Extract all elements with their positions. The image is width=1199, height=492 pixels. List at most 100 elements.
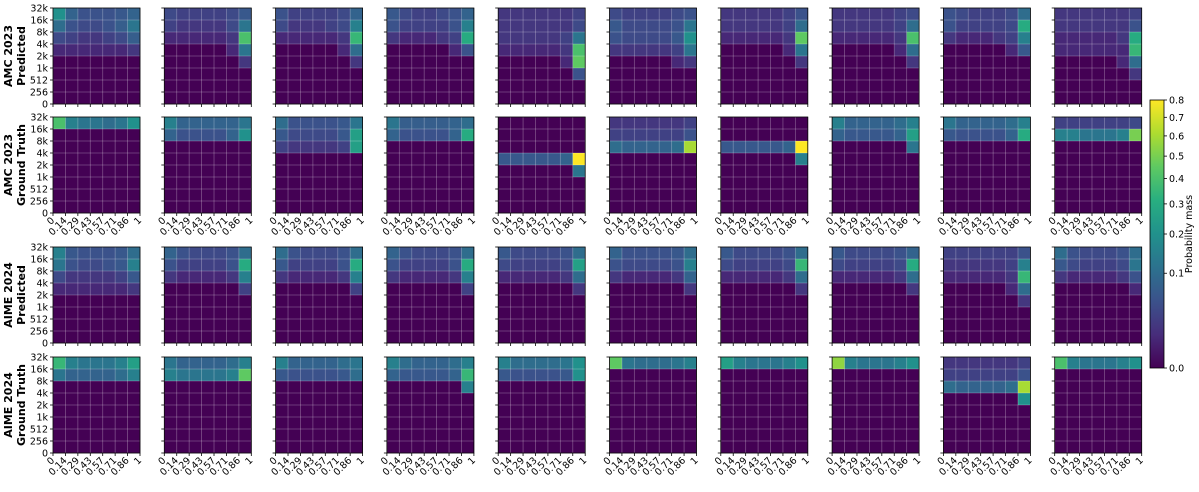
panel-frame (1054, 7, 1143, 105)
heat-cell (90, 141, 104, 154)
y-tick-label: 32k (30, 4, 48, 15)
y-tick-label: 32k (30, 243, 48, 254)
heat-cell (869, 369, 883, 382)
heat-cell (621, 141, 635, 154)
heat-cell (350, 369, 363, 382)
heat-cell (955, 441, 969, 454)
heat-cell (1079, 319, 1093, 332)
heat-cell (844, 80, 858, 93)
heat-cell (424, 177, 437, 190)
heat-cell (1091, 331, 1105, 344)
panel-frame (497, 116, 586, 214)
heat-cell (275, 20, 289, 33)
heat-cell (906, 32, 920, 45)
heat-cell (720, 405, 734, 418)
heat-cell (386, 68, 400, 81)
heat-cell (621, 8, 635, 21)
heat-cell (189, 259, 202, 272)
heat-cell (869, 441, 883, 454)
heat-cell (226, 441, 240, 454)
heat-cell (955, 357, 969, 370)
heat-cell (1091, 369, 1105, 382)
heat-cell (782, 357, 796, 370)
heat-cell (770, 56, 784, 69)
heat-cell (90, 92, 104, 105)
heat-cell (386, 307, 400, 320)
panel-frame (1054, 356, 1143, 454)
heat-cell (288, 44, 301, 57)
heat-cell (189, 56, 202, 69)
heat-cell (214, 259, 227, 272)
heat-cell (350, 319, 363, 332)
heat-cell (498, 283, 511, 296)
heat-cell (993, 32, 1006, 45)
heat-cell (523, 189, 536, 202)
heat-cell (535, 393, 549, 406)
heat-cell (881, 153, 895, 166)
heat-cell (943, 80, 957, 93)
heat-cell (436, 201, 450, 214)
heat-cell (1054, 20, 1068, 33)
heat-cell (115, 153, 128, 166)
heat-cell (720, 357, 734, 370)
heat-cell (881, 32, 895, 45)
heat-cell (968, 141, 981, 154)
heat-cell (424, 271, 437, 284)
heat-cell (659, 319, 672, 332)
heat-cell (547, 283, 561, 296)
heat-cell (189, 393, 202, 406)
heat-cell (53, 129, 66, 142)
heat-cell (968, 247, 981, 260)
heat-cell (510, 283, 524, 296)
heat-cell (90, 319, 104, 332)
heat-cell (547, 357, 561, 370)
heat-cell (1116, 283, 1130, 296)
heat-cell (671, 307, 685, 320)
heat-cell (214, 153, 227, 166)
heat-cell (176, 56, 190, 69)
heat-cell (399, 80, 413, 93)
heat-cell (325, 307, 339, 320)
heat-cell (523, 381, 536, 394)
heat-cell (77, 283, 91, 296)
heat-cell (1091, 32, 1105, 45)
heat-cell (684, 429, 697, 442)
heat-cell (90, 129, 104, 142)
heat-cell (424, 295, 437, 308)
heat-cell (53, 393, 66, 406)
heat-cell (498, 271, 511, 284)
heat-cell (214, 331, 227, 344)
heat-cell (758, 357, 771, 370)
heat-cell (1116, 247, 1130, 260)
heat-cell (312, 80, 326, 93)
heat-cell (90, 117, 104, 130)
panel-frame (163, 7, 252, 105)
heat-cell (53, 259, 66, 272)
heat-cell (634, 259, 648, 272)
heat-cell (733, 141, 746, 154)
heat-cell (993, 381, 1006, 394)
heat-cell (510, 247, 524, 260)
heat-cell (795, 92, 809, 105)
heat-cell (572, 259, 586, 272)
heat-cell (881, 271, 895, 284)
heat-cell (189, 331, 202, 344)
heat-cell (572, 8, 586, 21)
heat-cell (90, 189, 104, 202)
heat-cell (560, 80, 574, 93)
heat-cell (461, 319, 475, 332)
heat-cell (189, 68, 202, 81)
heat-cell (164, 357, 178, 370)
heat-cell (176, 357, 190, 370)
heat-cell (1054, 247, 1068, 260)
heat-cell (659, 247, 672, 260)
heat-cell (894, 153, 907, 166)
heat-cell (102, 92, 116, 105)
heat-cell (572, 153, 586, 166)
heat-cell (288, 117, 301, 130)
heat-cell (646, 129, 660, 142)
heat-cell (312, 165, 326, 178)
heat-cell (671, 20, 685, 33)
heat-cell (955, 141, 969, 154)
heat-cell (164, 20, 178, 33)
